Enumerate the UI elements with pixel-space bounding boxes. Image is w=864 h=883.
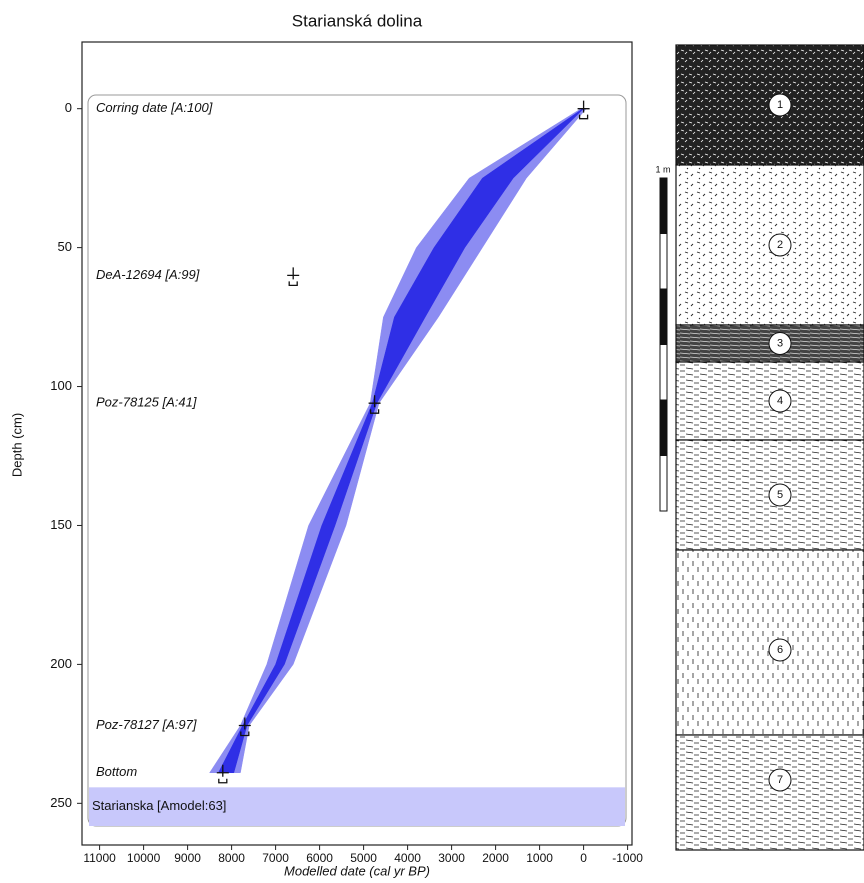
- layer-number: 1: [777, 99, 783, 111]
- date-label: Bottom: [96, 764, 137, 779]
- age-band: [209, 108, 587, 774]
- x-axis-label: Modelled date (cal yr BP): [284, 863, 430, 878]
- x-tick-label: 7000: [262, 851, 289, 865]
- layer-number: 7: [777, 774, 783, 786]
- profile: 1 2 3 4 5 6 7 1 m: [655, 44, 864, 851]
- y-tick-label: 200: [50, 656, 72, 671]
- x-tick-label: 5000: [350, 851, 377, 865]
- x-tick-label: 3000: [438, 851, 465, 865]
- layer: [675, 549, 864, 736]
- layer-number: 6: [777, 644, 783, 656]
- x-tick-label: 4000: [394, 851, 421, 865]
- x-tick-label: 11000: [83, 851, 116, 865]
- model-label: Starianska [Amodel:63]: [92, 798, 226, 813]
- y-tick-label: 150: [50, 517, 72, 532]
- x-tick-label: 9000: [174, 851, 201, 865]
- model-band: [89, 787, 625, 826]
- x-tick-label: 1000: [526, 851, 553, 865]
- x-tick-label: 2000: [482, 851, 509, 865]
- scale-label: 1 m: [655, 164, 670, 174]
- x-tick-label: 6000: [306, 851, 333, 865]
- layer-number: 4: [777, 395, 783, 407]
- age-band: [217, 108, 585, 774]
- y-tick-label: 50: [58, 239, 72, 254]
- scale-segment: [659, 233, 668, 290]
- plot-frame: [81, 41, 633, 846]
- y-axis-label: Depth (cm): [9, 413, 24, 477]
- layer-marker: [768, 483, 792, 507]
- date-marker: [216, 764, 229, 784]
- date-label: Poz-78125 [A:41]: [96, 395, 197, 410]
- scale-segment: [659, 455, 668, 512]
- chart-title: Starianská dolina: [292, 11, 423, 30]
- scale-segment: [659, 177, 668, 234]
- layer-marker: [768, 389, 792, 413]
- date-label: Corring date [A:100]: [96, 100, 213, 115]
- date-label: Poz-78127 [A:97]: [96, 717, 197, 732]
- date-marker: [577, 100, 590, 120]
- scale-segment: [659, 288, 668, 345]
- layer-number: 3: [777, 337, 783, 349]
- layer-marker: [768, 93, 792, 117]
- date-marker: [287, 267, 300, 287]
- y-tick-label: 250: [50, 795, 72, 810]
- x-tick-label: 0: [580, 851, 587, 865]
- date-marker: [238, 717, 251, 737]
- layer-marker: [768, 768, 792, 792]
- scale-segment: [659, 344, 668, 401]
- layer-number: 5: [777, 489, 783, 501]
- layer-number: 2: [777, 239, 783, 251]
- layer-marker: [768, 332, 792, 355]
- x-tick-label: 8000: [218, 851, 245, 865]
- layer-marker: [768, 638, 792, 662]
- layer-marker: [768, 233, 792, 257]
- x-tick-label: 10000: [127, 851, 161, 865]
- layer: [675, 734, 864, 851]
- scale-segment: [659, 399, 668, 456]
- date-marker: [368, 395, 381, 414]
- x-tick-label: -1000: [612, 851, 643, 865]
- y-tick-label: 100: [50, 378, 72, 393]
- date-label: DeA-12694 [A:99]: [96, 267, 200, 282]
- y-tick-label: 0: [65, 100, 72, 115]
